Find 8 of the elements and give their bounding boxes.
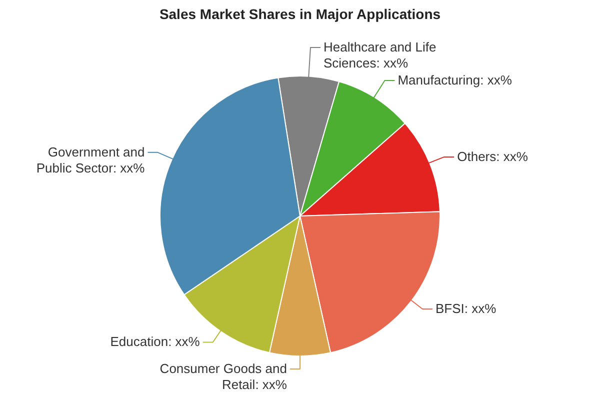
- slice-label: Consumer Goods and Retail: xx%: [160, 361, 288, 392]
- slice-label: Others: xx%: [457, 148, 528, 164]
- slice-label: BFSI: xx%: [435, 301, 497, 316]
- chart-title: Sales Market Shares in Major Applications: [159, 6, 441, 22]
- slice-label: Healthcare and Life Sciences: xx%: [323, 40, 436, 71]
- slice-label: Government and Public Sector: xx%: [36, 144, 146, 176]
- slice-label: Education: xx%: [110, 334, 200, 350]
- slice-label: Manufacturing: xx%: [398, 72, 512, 88]
